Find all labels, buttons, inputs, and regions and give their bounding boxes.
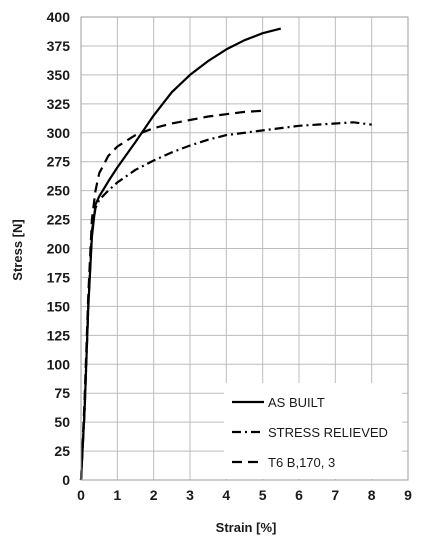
x-tick-labels: 0 1 2 3 4 5 6 7 8 9 — [77, 487, 412, 503]
x-tick-label: 4 — [222, 487, 230, 503]
x-tick-label: 8 — [368, 487, 376, 503]
y-tick-label: 175 — [47, 269, 71, 285]
x-tick-label: 3 — [186, 487, 194, 503]
x-tick-label: 5 — [259, 487, 267, 503]
y-tick-label: 100 — [47, 356, 71, 372]
plot-frame — [80, 16, 409, 481]
y-tick-labels: 0 25 50 75 100 125 150 175 200 225 250 275 300 325 350… — [47, 9, 71, 488]
x-tick-label: 6 — [295, 487, 303, 503]
legend-label-2: STRESS RELIEVED — [268, 425, 388, 440]
y-axis-label: Stress [N] — [10, 219, 25, 280]
series-line-2 — [79, 121, 372, 481]
x-tick-label: 7 — [331, 487, 339, 503]
y-tick-label: 200 — [47, 241, 71, 257]
y-tick-label: 250 — [47, 183, 71, 199]
y-tick-label: 75 — [54, 385, 70, 401]
series-line-1 — [79, 27, 282, 481]
x-axis-label: Strain [%] — [216, 520, 277, 535]
y-tick-label: 125 — [47, 327, 71, 343]
y-tick-label: 50 — [54, 414, 70, 430]
y-tick-label: 325 — [47, 96, 71, 112]
legend-label-1: AS BUILT — [268, 395, 325, 410]
y-tick-label: 225 — [47, 212, 71, 228]
plot-series — [79, 27, 372, 481]
legend-label-3: T6 B,170, 3 — [268, 455, 335, 470]
y-tick-label: 375 — [47, 38, 71, 54]
y-tick-label: 300 — [47, 125, 71, 141]
y-tick-label: 25 — [54, 443, 70, 459]
legend: AS BUILT STRESS RELIEVED T6 B,170, 3 — [224, 383, 402, 479]
y-tick-label: 400 — [47, 9, 71, 25]
x-tick-label: 1 — [113, 487, 121, 503]
y-tick-label: 275 — [47, 154, 71, 170]
x-tick-label: 9 — [404, 487, 412, 503]
x-tick-label: 2 — [150, 487, 158, 503]
x-tick-label: 0 — [77, 487, 85, 503]
y-tick-label: 350 — [47, 67, 71, 83]
y-tick-label: 0 — [62, 472, 70, 488]
y-tick-label: 150 — [47, 298, 71, 314]
